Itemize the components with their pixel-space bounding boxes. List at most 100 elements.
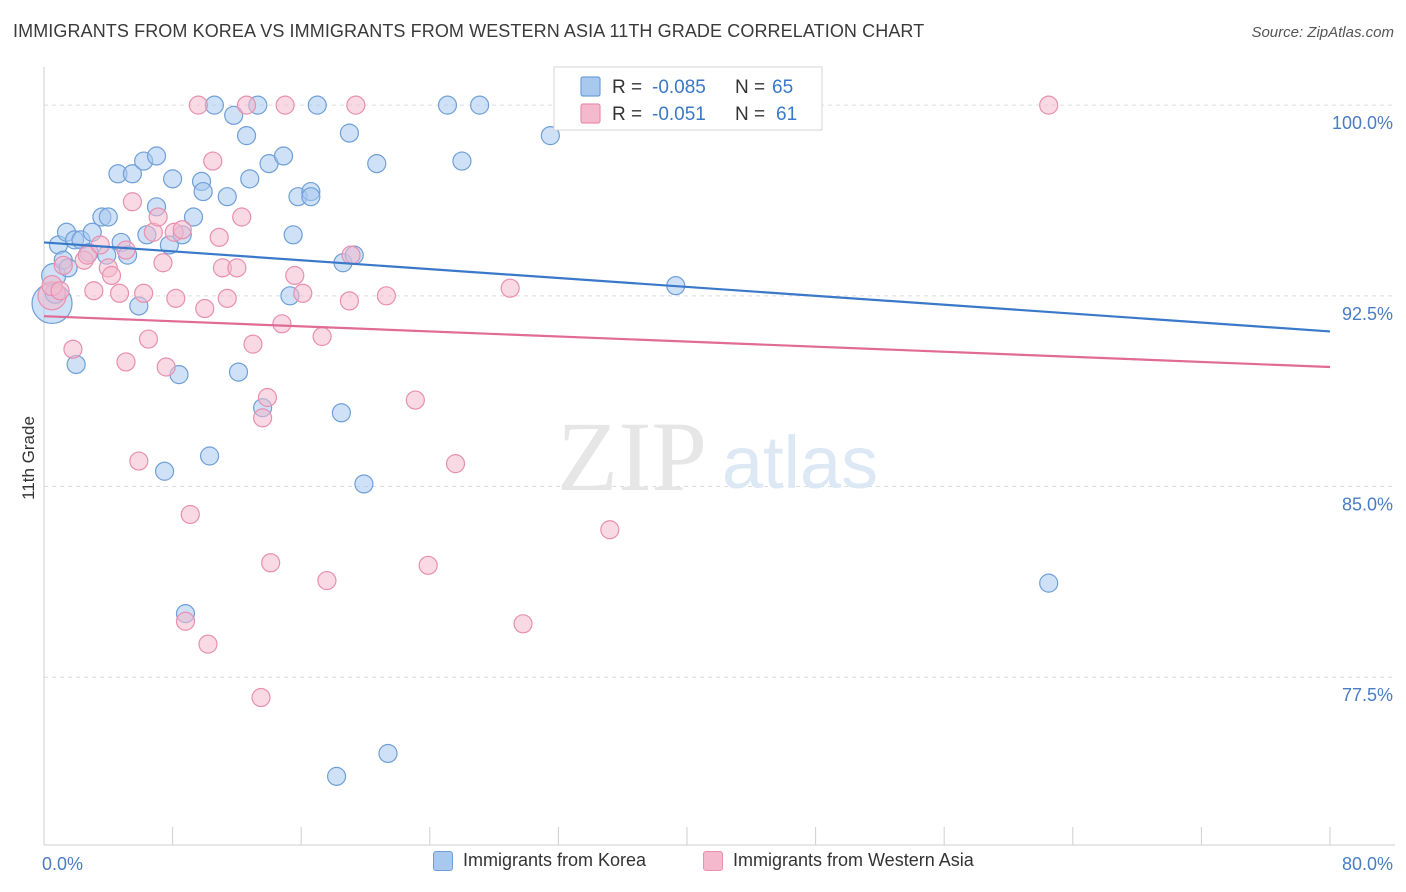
point-wasia — [1039, 95, 1059, 115]
point-wasia — [172, 220, 192, 240]
point-wasia — [134, 283, 154, 303]
legend-wasia-n-label: N = — [735, 104, 770, 125]
point-korea — [326, 766, 347, 786]
y-axis-label: 11th Grade — [19, 416, 38, 500]
point-wasia — [109, 283, 130, 303]
point-wasia — [198, 634, 218, 654]
x-tick-label-min: 0.0% — [42, 854, 83, 874]
point-wasia — [341, 245, 361, 265]
point-wasia — [600, 520, 620, 540]
point-wasia — [209, 227, 229, 247]
point-korea — [301, 187, 321, 207]
point-korea — [154, 461, 175, 481]
point-korea — [331, 403, 351, 423]
legend-item-korea-swatch — [433, 850, 453, 871]
point-wasia — [203, 151, 223, 171]
x-tick-label-max: 80.0% — [1342, 854, 1393, 874]
point-korea — [98, 207, 118, 227]
trend-layer — [43, 241, 1331, 369]
point-korea — [240, 169, 260, 189]
point-wasia — [122, 192, 143, 212]
y-tick-label: 92.5% — [1342, 304, 1393, 324]
legend-korea-n-label: N = — [735, 77, 770, 98]
point-wasia — [116, 240, 136, 260]
point-korea — [122, 164, 143, 184]
watermark-atlas: atlas — [722, 421, 878, 504]
point-wasia — [275, 95, 295, 115]
series-legend: Immigrants from Korea Immigrants from We… — [0, 850, 1406, 880]
chart-title: IMMIGRANTS FROM KOREA VS IMMIGRANTS FROM… — [13, 21, 925, 41]
point-korea — [437, 95, 458, 115]
point-wasia — [175, 611, 196, 631]
legend-korea-r-value: -0.085 — [652, 77, 706, 98]
point-wasia — [339, 291, 360, 311]
point-korea — [163, 169, 183, 189]
point-wasia — [251, 687, 271, 708]
point-wasia — [405, 390, 425, 410]
point-korea — [283, 225, 303, 245]
points-layer — [31, 95, 1059, 786]
point-korea — [224, 105, 244, 125]
point-korea — [378, 743, 398, 764]
point-korea — [228, 362, 249, 382]
trend-line-wasia — [43, 315, 1331, 369]
point-wasia — [243, 334, 263, 354]
legend-item-wasia-label: Immigrants from Western Asia — [733, 850, 974, 870]
point-wasia — [346, 95, 366, 115]
point-korea — [273, 146, 294, 166]
point-korea — [146, 146, 167, 166]
point-wasia — [500, 278, 520, 298]
point-wasia — [188, 95, 208, 115]
point-wasia — [166, 288, 186, 308]
point-korea — [183, 207, 204, 227]
legend-wasia-r-label: R = — [612, 104, 647, 125]
trend-line-korea — [43, 241, 1331, 333]
point-korea — [540, 126, 560, 146]
point-wasia — [129, 451, 149, 471]
point-wasia — [261, 553, 281, 573]
grid-layer — [44, 104, 1395, 678]
point-wasia — [513, 614, 533, 634]
point-korea — [367, 154, 387, 174]
point-wasia — [148, 207, 168, 227]
point-wasia — [180, 504, 200, 525]
point-wasia — [227, 258, 247, 278]
legend-item-wasia[interactable]: Immigrants from Western Asia — [703, 850, 974, 871]
point-wasia — [50, 281, 70, 301]
point-wasia — [153, 253, 173, 273]
point-korea — [452, 151, 472, 171]
point-korea — [217, 187, 237, 207]
point-korea — [339, 123, 360, 143]
legend-korea-n-value: 65 — [772, 77, 793, 98]
legend-item-korea[interactable]: Immigrants from Korea — [433, 850, 646, 871]
point-korea — [204, 95, 224, 115]
chart-source: Source: ZipAtlas.com — [1251, 24, 1394, 41]
tick-labels: 100.0% 92.5% 85.0% 77.5% 0.0% 80.0% — [42, 113, 1393, 874]
point-wasia — [257, 387, 278, 408]
y-tick-label: 77.5% — [1342, 685, 1393, 705]
legend-wasia-n-value: 61 — [776, 104, 797, 125]
point-wasia — [101, 265, 122, 286]
point-korea — [193, 181, 213, 202]
axis-layer — [43, 67, 1395, 846]
point-wasia — [195, 298, 215, 319]
point-wasia — [285, 265, 305, 286]
point-wasia — [445, 454, 466, 474]
legend-item-wasia-swatch — [703, 850, 723, 871]
point-korea — [1039, 573, 1059, 593]
point-korea — [236, 126, 257, 146]
legend-wasia-swatch — [580, 103, 601, 124]
y-tick-label: 85.0% — [1342, 495, 1393, 515]
y-tick-label: 100.0% — [1332, 113, 1393, 133]
point-wasia — [116, 352, 136, 372]
point-wasia — [217, 288, 237, 308]
point-korea — [199, 446, 220, 466]
point-wasia — [272, 314, 292, 334]
point-korea — [354, 474, 374, 494]
legend-korea-swatch — [580, 76, 601, 97]
legend-korea-r-label: R = — [612, 77, 647, 98]
point-wasia — [84, 281, 104, 301]
point-korea — [470, 95, 490, 115]
watermark-zip: ZIP — [557, 401, 707, 512]
